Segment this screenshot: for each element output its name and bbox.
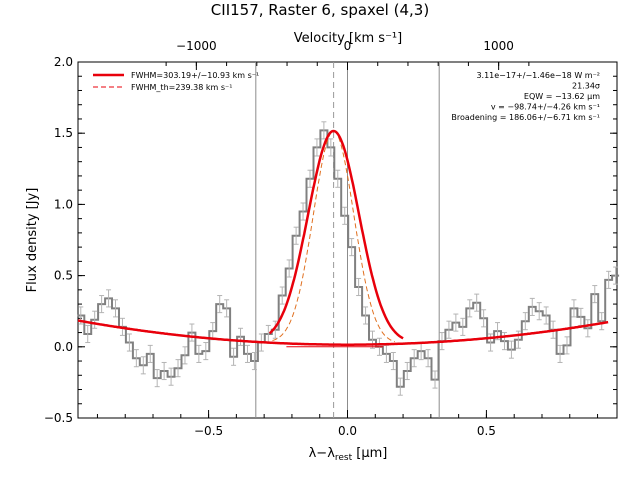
line-fit [268,129,404,340]
y-tick-label: 0.5 [54,269,73,283]
y-tick-label: −0.5 [44,411,73,425]
y-tick-label: 0.0 [54,340,73,354]
top-tick-label: 0 [344,39,352,53]
x-tick-label: 0.5 [477,424,496,438]
thermal-gaussian [272,130,395,343]
plot-area: −0.5 0.0 0.5 1.0 1.5 2.0 −0.5 0.0 0.5 −1000 0 1000 F… [44,39,620,438]
x-axis-label: λ−λrest [μm] [309,446,388,463]
y-tick-label: 1.5 [54,126,73,140]
x-axis-label-base: λ−λ [309,446,336,461]
x-axis-label-unit: [μm] [352,446,387,461]
y-tick-label: 1.0 [54,197,73,211]
x-tick-label: 0.0 [338,424,357,438]
fit-annotation: EQW = −13.62 μm [524,92,600,101]
fit-annotation: Broadening = 186.06+/−6.71 km s⁻¹ [451,113,600,122]
fit-annotation: 3.11e−17+/−1.46e−18 W m⁻² [476,71,600,80]
continuum-fit [77,319,609,346]
legend-label: FWHM=303.19+/−10.93 km s⁻¹ [131,71,259,80]
top-axis-label: Velocity [km s⁻¹] [294,31,402,46]
top-tick-label: 1000 [483,39,514,53]
data-step-line [77,129,620,388]
x-axis-label-sub: rest [335,453,353,463]
top-tick-label: −1000 [176,39,217,53]
y-tick-label: 2.0 [54,55,73,69]
legend-label: FWHM_th=239.38 km s⁻¹ [131,83,232,92]
chart-title: CII157, Raster 6, spaxel (4,3) [211,1,429,19]
fit-annotation: 21.34σ [572,82,600,91]
x-tick-label: −0.5 [194,424,223,438]
fit-annotation: v = −98.74+/−4.26 km s⁻¹ [491,103,600,112]
y-axis-label: Flux density [Jy] [25,188,40,293]
